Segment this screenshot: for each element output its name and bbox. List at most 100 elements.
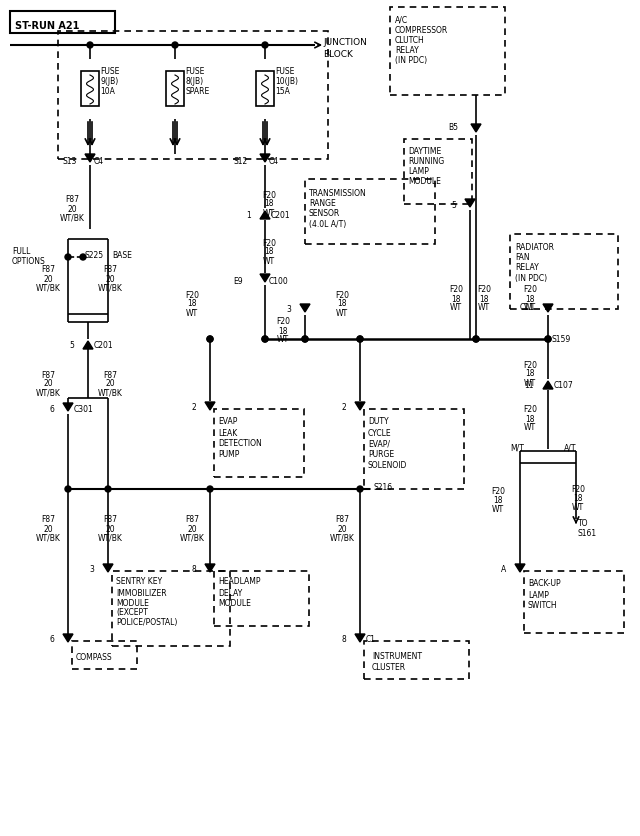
Text: F20: F20 — [477, 285, 491, 294]
Text: WT: WT — [263, 208, 275, 217]
Circle shape — [357, 337, 363, 343]
Text: WT/BK: WT/BK — [97, 533, 122, 542]
Text: WT: WT — [336, 308, 348, 317]
Text: 5: 5 — [451, 201, 456, 209]
Polygon shape — [355, 635, 365, 642]
Text: WT: WT — [186, 308, 198, 317]
Text: WT: WT — [277, 335, 289, 344]
Text: SOLENOID: SOLENOID — [368, 461, 408, 470]
Bar — [58, 32, 328, 160]
Text: F87: F87 — [103, 515, 117, 524]
Text: 18: 18 — [451, 294, 461, 303]
Text: F20: F20 — [491, 487, 505, 496]
Text: S161: S161 — [578, 529, 597, 538]
Text: 20: 20 — [43, 524, 53, 533]
Polygon shape — [85, 155, 95, 163]
Text: WT/BK: WT/BK — [36, 283, 60, 292]
Text: C301: C301 — [74, 404, 93, 413]
Text: F87: F87 — [103, 370, 117, 379]
Bar — [404, 140, 472, 205]
Polygon shape — [205, 564, 215, 573]
Circle shape — [545, 337, 551, 343]
Bar — [524, 571, 624, 633]
Text: IMMOBILIZER: IMMOBILIZER — [116, 588, 166, 597]
Polygon shape — [543, 381, 553, 390]
Text: CYCLE: CYCLE — [368, 428, 392, 437]
Text: FUSE: FUSE — [100, 68, 120, 76]
Bar — [214, 571, 309, 626]
Text: COMPRESSOR: COMPRESSOR — [395, 25, 448, 34]
Polygon shape — [260, 155, 270, 163]
Text: SPARE: SPARE — [185, 88, 209, 96]
Text: COMPASS: COMPASS — [76, 653, 113, 662]
Text: PUMP: PUMP — [218, 450, 239, 459]
Polygon shape — [260, 275, 270, 283]
Text: F20: F20 — [523, 285, 537, 294]
Bar — [510, 235, 618, 309]
Text: FAN: FAN — [515, 253, 530, 263]
Polygon shape — [471, 125, 481, 133]
Text: EVAP: EVAP — [218, 417, 237, 426]
Bar — [214, 410, 304, 477]
Text: 20: 20 — [187, 524, 197, 533]
Text: C1: C1 — [366, 635, 376, 644]
Text: 18: 18 — [573, 494, 583, 503]
Polygon shape — [260, 212, 270, 220]
Polygon shape — [543, 304, 553, 313]
Text: RELAY: RELAY — [515, 263, 539, 273]
Text: MODULE: MODULE — [218, 598, 251, 607]
Text: 9(JB): 9(JB) — [100, 78, 118, 86]
Text: WT: WT — [492, 505, 504, 514]
Text: LAMP: LAMP — [528, 589, 549, 599]
Text: 18: 18 — [264, 199, 274, 208]
Polygon shape — [465, 200, 475, 208]
Text: B5: B5 — [448, 124, 458, 132]
Text: F87: F87 — [41, 515, 55, 524]
Text: F20: F20 — [523, 405, 537, 414]
Text: S12: S12 — [233, 157, 247, 166]
Circle shape — [65, 255, 71, 261]
Text: POLICE/POSTAL): POLICE/POSTAL) — [116, 618, 177, 627]
Bar — [305, 180, 435, 245]
Text: (EXCEPT: (EXCEPT — [116, 608, 148, 617]
Text: 1: 1 — [246, 210, 251, 219]
Text: 10A: 10A — [100, 88, 115, 96]
Text: WT: WT — [524, 423, 536, 432]
Text: F20: F20 — [276, 317, 290, 326]
Bar — [256, 72, 274, 107]
Polygon shape — [205, 402, 215, 410]
Text: JUNCTION: JUNCTION — [323, 38, 367, 47]
Text: 18: 18 — [337, 299, 347, 308]
Text: SENSOR: SENSOR — [309, 209, 340, 218]
Bar — [112, 571, 230, 646]
Text: RANGE: RANGE — [309, 199, 336, 208]
Text: F87: F87 — [41, 265, 55, 274]
Text: HEADLAMP: HEADLAMP — [218, 577, 260, 586]
Text: F20: F20 — [335, 290, 349, 299]
Text: OPTIONS: OPTIONS — [12, 256, 45, 265]
Text: 18: 18 — [493, 496, 503, 505]
Bar — [364, 641, 469, 679]
Text: C4: C4 — [269, 157, 279, 166]
Text: RUNNING: RUNNING — [408, 157, 444, 166]
Text: 18: 18 — [188, 299, 196, 308]
Text: WT: WT — [263, 256, 275, 265]
Bar — [390, 8, 505, 96]
Circle shape — [262, 43, 268, 49]
Text: EVAP/: EVAP/ — [368, 439, 390, 448]
Bar — [166, 72, 184, 107]
Text: WT: WT — [524, 303, 536, 312]
Polygon shape — [300, 304, 310, 313]
Text: C100: C100 — [269, 278, 289, 286]
Circle shape — [357, 337, 363, 343]
Text: A: A — [500, 565, 506, 573]
Text: F20: F20 — [449, 285, 463, 294]
Text: E9: E9 — [234, 278, 243, 286]
Text: DUTY: DUTY — [368, 417, 388, 426]
Text: F20: F20 — [185, 290, 199, 299]
Text: F20: F20 — [262, 238, 276, 247]
Text: TRANSMISSION: TRANSMISSION — [309, 189, 367, 198]
Text: F20: F20 — [571, 485, 585, 494]
Text: C201: C201 — [94, 340, 114, 349]
Circle shape — [545, 337, 551, 343]
